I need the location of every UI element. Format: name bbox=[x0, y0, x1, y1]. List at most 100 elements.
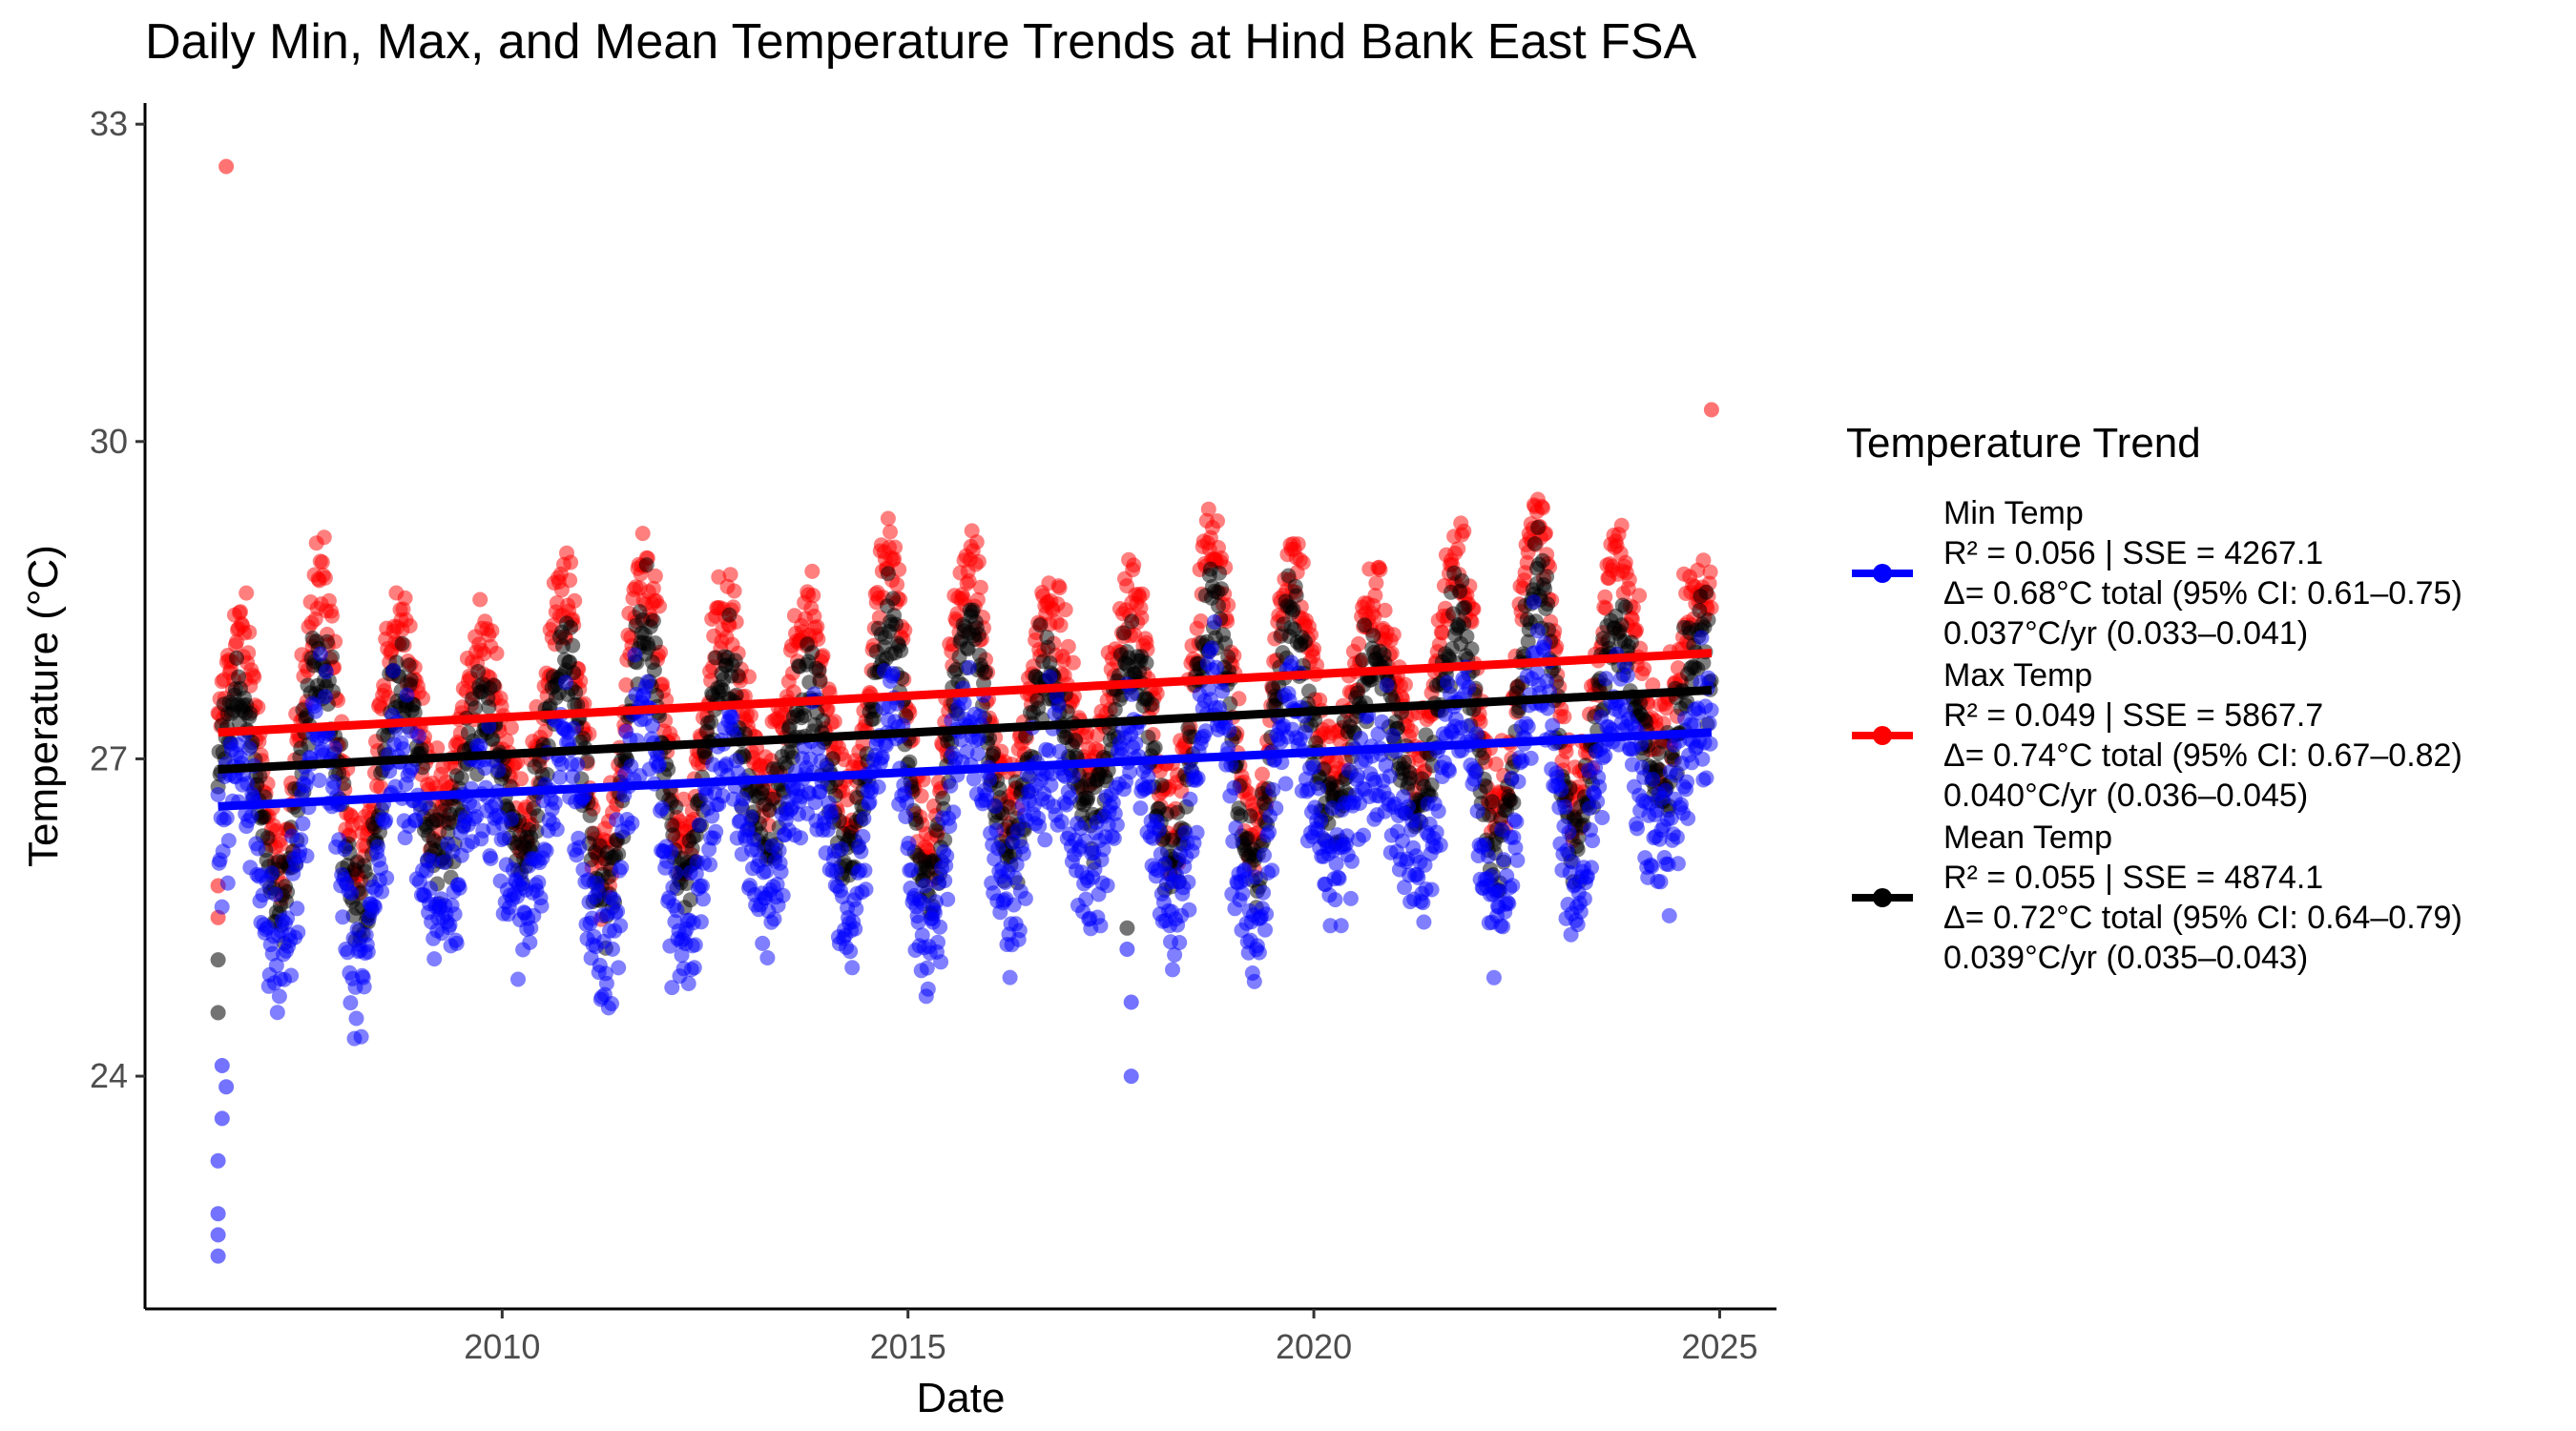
data-point bbox=[1483, 868, 1499, 884]
data-point bbox=[1258, 906, 1275, 923]
data-point bbox=[610, 903, 626, 920]
data-point bbox=[823, 808, 840, 824]
data-point bbox=[1540, 700, 1556, 716]
data-point bbox=[937, 873, 953, 889]
data-point bbox=[429, 740, 446, 757]
data-point bbox=[1290, 536, 1306, 552]
data-point bbox=[425, 853, 441, 869]
x-tick-label: 2015 bbox=[870, 1327, 946, 1366]
trend-line-mean-temp bbox=[218, 685, 1713, 775]
data-point bbox=[1052, 617, 1069, 633]
data-point bbox=[378, 812, 394, 828]
legend-stat-mean-delta: Δ= 0.72°C total (95% CI: 0.64–0.79) bbox=[1943, 900, 2462, 936]
data-point bbox=[1124, 686, 1140, 702]
data-point bbox=[549, 821, 565, 838]
data-point bbox=[945, 804, 962, 820]
data-point bbox=[893, 643, 909, 658]
data-point bbox=[696, 891, 711, 907]
data-point bbox=[1107, 805, 1123, 821]
data-point bbox=[1122, 764, 1138, 780]
data-point bbox=[467, 700, 484, 716]
data-point bbox=[1278, 776, 1294, 792]
data-point bbox=[674, 947, 690, 964]
data-point bbox=[665, 880, 681, 896]
data-point bbox=[1630, 820, 1645, 837]
y-tick-label: 24 bbox=[90, 1056, 128, 1095]
data-point bbox=[1223, 757, 1239, 773]
data-point bbox=[815, 713, 831, 729]
data-point bbox=[1657, 782, 1673, 798]
data-point bbox=[645, 612, 661, 629]
data-point bbox=[970, 731, 987, 747]
data-point bbox=[1589, 794, 1606, 810]
data-point bbox=[889, 576, 905, 592]
data-point bbox=[219, 875, 236, 891]
data-point bbox=[1439, 674, 1455, 691]
data-point bbox=[1151, 821, 1167, 838]
data-point bbox=[920, 981, 936, 997]
data-point bbox=[319, 633, 335, 650]
data-point bbox=[1357, 617, 1373, 633]
data-point bbox=[1214, 581, 1230, 597]
chart-title: Daily Min, Max, and Mean Temperature Tre… bbox=[145, 14, 1697, 70]
data-point bbox=[758, 863, 775, 880]
data-point bbox=[743, 809, 758, 825]
data-point-outlier bbox=[210, 1227, 226, 1243]
data-point bbox=[447, 906, 463, 923]
data-point bbox=[316, 529, 332, 546]
data-point bbox=[969, 746, 986, 762]
legend-stat-max-delta: Δ= 0.74°C total (95% CI: 0.67–0.82) bbox=[1943, 737, 2462, 774]
data-point bbox=[565, 769, 581, 785]
data-point bbox=[214, 899, 230, 915]
data-point bbox=[360, 944, 376, 960]
data-point bbox=[804, 645, 821, 661]
data-point bbox=[233, 604, 248, 620]
data-point bbox=[663, 844, 679, 861]
data-point bbox=[1297, 724, 1313, 740]
data-point bbox=[915, 772, 931, 788]
data-point bbox=[1537, 581, 1552, 597]
data-point bbox=[1670, 856, 1686, 872]
data-point bbox=[481, 718, 497, 735]
data-point bbox=[1144, 696, 1160, 713]
data-point bbox=[558, 674, 573, 691]
data-point bbox=[972, 579, 988, 595]
data-point bbox=[755, 780, 771, 797]
data-point bbox=[1594, 810, 1610, 825]
data-point bbox=[453, 770, 469, 786]
legend-item-max: Max Temp R² = 0.049 | SSE = 5867.7 Δ= 0.… bbox=[1846, 654, 2552, 817]
data-point bbox=[828, 863, 844, 880]
data-point bbox=[551, 769, 568, 785]
data-point bbox=[1520, 718, 1536, 735]
data-point bbox=[888, 616, 904, 633]
data-point bbox=[1649, 802, 1665, 819]
data-point bbox=[1410, 869, 1426, 885]
data-point bbox=[668, 798, 684, 815]
data-point bbox=[606, 891, 622, 907]
data-point bbox=[928, 894, 944, 910]
data-point bbox=[645, 580, 661, 596]
data-point bbox=[978, 664, 993, 680]
data-point bbox=[771, 842, 787, 859]
data-point bbox=[844, 960, 861, 976]
data-point bbox=[1128, 736, 1144, 752]
data-point bbox=[1632, 695, 1649, 711]
data-point-outlier bbox=[214, 1058, 230, 1073]
data-point bbox=[704, 808, 720, 824]
data-point bbox=[1051, 580, 1068, 596]
data-point bbox=[289, 901, 305, 917]
data-point bbox=[533, 898, 550, 914]
data-point bbox=[538, 842, 554, 859]
data-point bbox=[1356, 827, 1372, 843]
trend-lines bbox=[218, 649, 1713, 811]
data-point bbox=[904, 861, 920, 878]
data-point bbox=[1126, 557, 1142, 573]
data-point bbox=[1261, 824, 1278, 840]
data-point bbox=[1167, 946, 1183, 963]
data-point bbox=[366, 899, 383, 915]
data-point bbox=[956, 695, 972, 711]
data-point bbox=[1484, 794, 1500, 810]
data-point bbox=[1428, 824, 1444, 840]
data-point bbox=[1679, 774, 1695, 790]
data-point bbox=[242, 705, 259, 721]
